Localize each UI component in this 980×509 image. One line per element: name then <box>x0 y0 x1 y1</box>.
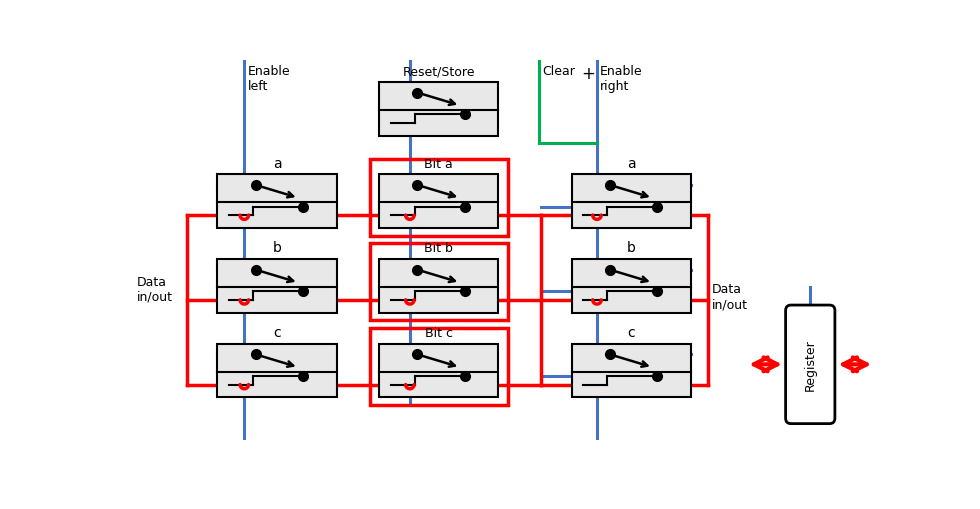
Text: b: b <box>627 241 636 254</box>
Bar <box>379 175 499 229</box>
Bar <box>379 260 499 313</box>
Bar <box>571 175 691 229</box>
Text: Reset/Store: Reset/Store <box>403 65 475 78</box>
Text: Bit b: Bit b <box>424 242 453 254</box>
Text: Register: Register <box>804 339 816 390</box>
Text: Clear: Clear <box>542 65 575 78</box>
Bar <box>369 328 508 405</box>
FancyBboxPatch shape <box>786 305 835 424</box>
Bar <box>369 244 508 321</box>
Text: Data
in/out: Data in/out <box>136 275 172 303</box>
Text: a: a <box>627 156 636 170</box>
Bar <box>218 344 337 398</box>
Text: +: + <box>581 65 596 83</box>
Bar <box>218 260 337 313</box>
Text: c: c <box>627 325 635 340</box>
Bar <box>571 260 691 313</box>
Bar <box>379 82 499 136</box>
FancyArrowPatch shape <box>754 358 777 372</box>
Bar <box>379 344 499 398</box>
Text: Enable
right: Enable right <box>600 65 643 93</box>
Text: Data
in/out: Data in/out <box>711 282 748 310</box>
Bar <box>571 344 691 398</box>
Text: Bit a: Bit a <box>424 157 453 170</box>
FancyArrowPatch shape <box>843 358 866 372</box>
Text: b: b <box>272 241 281 254</box>
Text: Bit c: Bit c <box>424 326 453 340</box>
Bar <box>218 175 337 229</box>
Text: c: c <box>273 325 281 340</box>
Text: a: a <box>272 156 281 170</box>
Bar <box>369 159 508 236</box>
Text: Enable
left: Enable left <box>247 65 290 93</box>
